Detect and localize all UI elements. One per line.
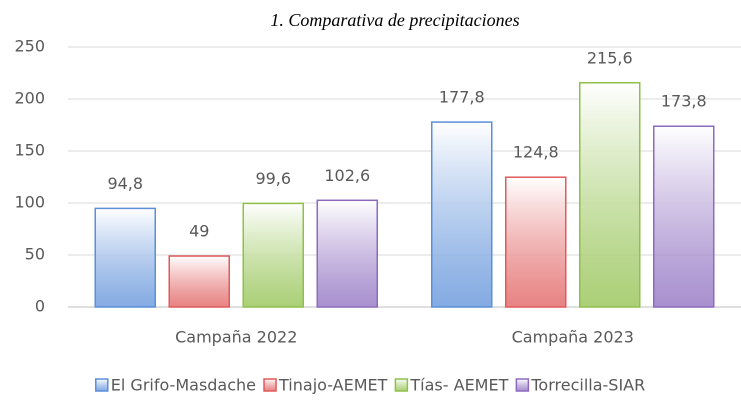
y-tick-label: 0 [35, 297, 45, 316]
bar [431, 121, 493, 308]
legend-item: Torrecilla-SIAR [515, 376, 645, 395]
data-label: 49 [189, 222, 209, 241]
legend-item: Tinajo-AEMET [263, 376, 388, 395]
bar [653, 125, 715, 308]
legend-item: El Grifo-Masdache [95, 376, 256, 395]
bar [579, 82, 641, 308]
chart-title: 1. Comparativa de precipitaciones [270, 10, 519, 30]
bar [168, 255, 230, 308]
legend-label: Tinajo-AEMET [278, 376, 388, 395]
y-tick-label: 100 [14, 193, 45, 212]
data-label: 177,8 [439, 88, 485, 107]
x-tick-label: Campaña 2022 [175, 328, 297, 347]
legend-label: Torrecilla-SIAR [530, 376, 645, 395]
data-label: 124,8 [513, 143, 559, 162]
data-label: 99,6 [255, 169, 291, 188]
bar [316, 199, 378, 308]
bar [94, 207, 156, 308]
bar [505, 176, 567, 308]
y-tick-label: 250 [14, 37, 45, 56]
legend-swatch [515, 378, 530, 392]
legend-swatch [394, 378, 409, 392]
bar [242, 202, 304, 308]
legend-swatch [263, 378, 277, 392]
legend-label: Tías- AEMET [409, 376, 508, 395]
y-tick-label: 150 [14, 141, 45, 160]
data-label: 94,8 [107, 174, 143, 193]
data-label: 102,6 [324, 166, 370, 185]
legend-label: El Grifo-Masdache [111, 376, 256, 395]
y-tick-label: 200 [14, 89, 45, 108]
legend-item: Tías- AEMET [394, 376, 509, 395]
x-tick-label: Campaña 2023 [512, 328, 634, 347]
data-label: 215,6 [587, 48, 633, 67]
y-tick-label: 50 [25, 245, 45, 264]
legend-swatch [95, 378, 109, 392]
data-label: 173,8 [661, 92, 707, 111]
